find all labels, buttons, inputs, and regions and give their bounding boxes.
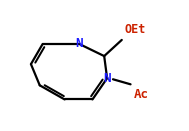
- Text: Ac: Ac: [133, 88, 149, 101]
- Text: N: N: [76, 37, 83, 50]
- Text: N: N: [103, 72, 111, 85]
- Text: OEt: OEt: [125, 23, 146, 36]
